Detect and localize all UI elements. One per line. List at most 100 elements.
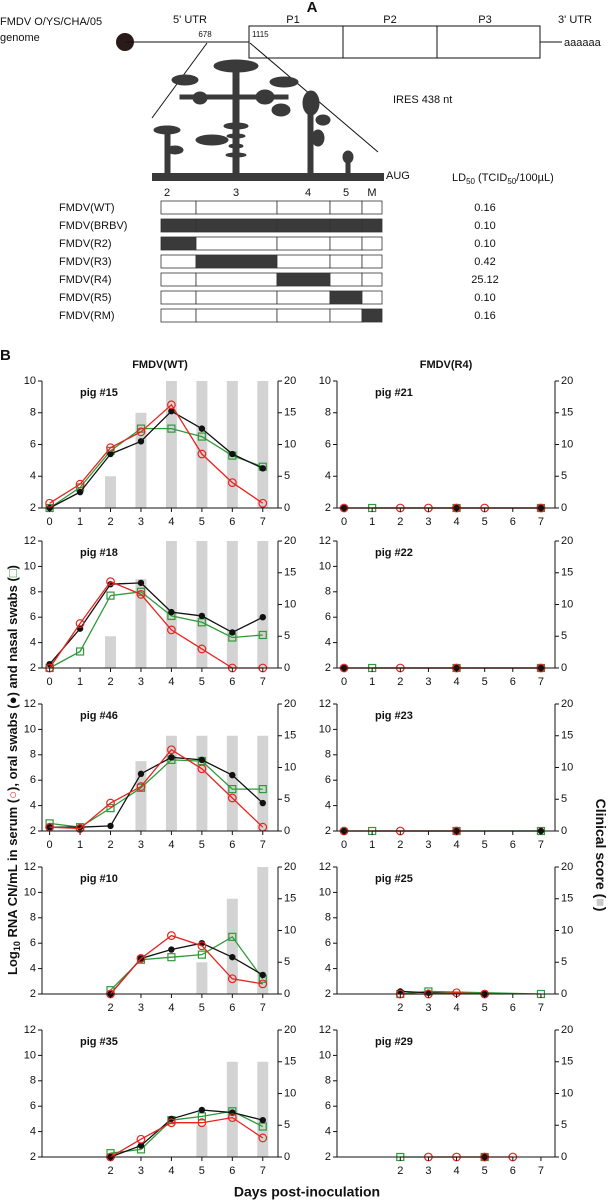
clinical-bar: [226, 898, 238, 994]
y2-tick-label: 10: [284, 598, 296, 610]
construct-segment: [276, 290, 331, 305]
x-tick-label: 1: [369, 516, 375, 528]
y2-tick-label: 10: [284, 761, 296, 773]
domain-label: M: [367, 187, 376, 199]
x-tick-label: 2: [397, 1165, 403, 1177]
ires-structure: [152, 59, 384, 181]
y-tick-label: 12: [24, 698, 36, 710]
y-tick-label: 8: [30, 912, 36, 924]
x-tick-label: 7: [260, 676, 266, 688]
ld50-header: LD50 (TCID50/100µL): [452, 172, 554, 186]
x-tick-label: 1: [77, 516, 83, 528]
marker: [227, 1113, 237, 1123]
p1: P1: [286, 14, 299, 26]
series-line: [49, 427, 263, 509]
y2-tick-label: 0: [561, 988, 567, 1000]
x-tick-label: 4: [453, 676, 459, 688]
y-tick-label: 4: [30, 1126, 36, 1138]
p3: P3: [478, 14, 491, 26]
marker: [168, 407, 175, 415]
construct-segment: [361, 272, 383, 287]
marker: [227, 974, 237, 984]
construct-segment: [195, 308, 278, 323]
construct-segment: [361, 236, 383, 251]
clinical-bar: [257, 381, 269, 508]
genome-word: genome: [0, 32, 40, 44]
y-tick-label: 6: [325, 438, 331, 450]
y2-tick-label: 10: [561, 761, 573, 773]
construct-segment: [276, 254, 331, 269]
marker: [167, 424, 176, 433]
construct-segment: [361, 254, 383, 269]
y2-tick-label: 0: [561, 502, 567, 514]
x-tick-label: 7: [538, 516, 544, 528]
domain-label: 2: [164, 187, 170, 199]
clinical-bar: [165, 735, 177, 831]
ld50-value: 25.12: [471, 274, 499, 286]
series-line: [110, 934, 263, 995]
marker: [197, 764, 207, 774]
domain-label: 4: [305, 187, 311, 199]
x-tick-label: 6: [229, 676, 235, 688]
chart-title: pig #35: [80, 1036, 118, 1048]
marker: [136, 954, 146, 963]
x-tick-label: 7: [260, 516, 266, 528]
marker: [76, 488, 84, 496]
label-part: ●: [5, 696, 20, 704]
x-tick-label: 2: [397, 1002, 403, 1014]
y-tick-label: 8: [325, 749, 331, 761]
y-tick-label: 2: [325, 988, 331, 1000]
clinical-bar: [226, 735, 238, 831]
y2-tick-label: 20: [284, 1024, 296, 1036]
x-tick-label: 4: [168, 1002, 174, 1014]
y-tick-label: 10: [24, 886, 36, 898]
marker: [197, 449, 207, 459]
marker: [137, 1142, 145, 1149]
x-tick-label: 6: [229, 839, 235, 851]
y2-tick-label: 15: [284, 1056, 296, 1068]
series-line: [49, 591, 263, 669]
marker: [167, 400, 176, 410]
y2-tick-label: 10: [284, 438, 296, 450]
construct-name: FMDV(RM): [59, 310, 115, 322]
chart: pig #25 2 4 6 8 10 12 0 5 10 15 20 2 3 4 5 6 7: [319, 861, 574, 1014]
utr5: 5' UTR: [173, 14, 207, 26]
series-line: [49, 756, 264, 828]
x-tick-label: 6: [510, 676, 516, 688]
clinical-bar: [135, 579, 147, 668]
y2-tick-label: 10: [561, 1087, 573, 1099]
y2-tick-label: 15: [284, 730, 296, 742]
column-title: FMDV(WT): [132, 359, 188, 371]
y-tick-label: 10: [319, 375, 331, 387]
header-part: (TCID: [475, 172, 507, 184]
y-tick-label: 4: [30, 637, 36, 649]
construct-segment: [329, 290, 363, 305]
y-axis-label: Log10 RNA CN/mL in serum (○), oral swabs…: [5, 565, 22, 975]
x-tick-label: 5: [199, 839, 205, 851]
series-line: [49, 582, 264, 665]
marker: [228, 932, 237, 941]
series-line: [110, 935, 264, 991]
y2-tick-label: 5: [561, 793, 567, 805]
construct-name: FMDV(R3): [59, 256, 112, 268]
clinical-bar: [105, 476, 117, 508]
x-tick-label: 3: [425, 1165, 431, 1177]
y-tick-label: 10: [319, 886, 331, 898]
y-tick-label: 10: [319, 1049, 331, 1061]
marker: [198, 1106, 206, 1114]
series-line: [110, 1116, 264, 1158]
clinical-bar: [105, 636, 117, 668]
x-tick-label: 7: [538, 1165, 544, 1177]
x-tick-label: 5: [199, 1165, 205, 1177]
x-tick-label: 3: [425, 839, 431, 851]
marker: [258, 630, 267, 640]
x-tick-label: 5: [482, 839, 488, 851]
y2-tick-label: 15: [561, 893, 573, 905]
y2-tick-label: 5: [284, 1119, 290, 1131]
ires-label: IRES 438 nt: [393, 94, 452, 106]
marker: [167, 931, 176, 940]
x-tick-label: 7: [538, 676, 544, 688]
y-tick-label: 6: [325, 937, 331, 949]
chart-title: pig #25: [375, 873, 413, 885]
